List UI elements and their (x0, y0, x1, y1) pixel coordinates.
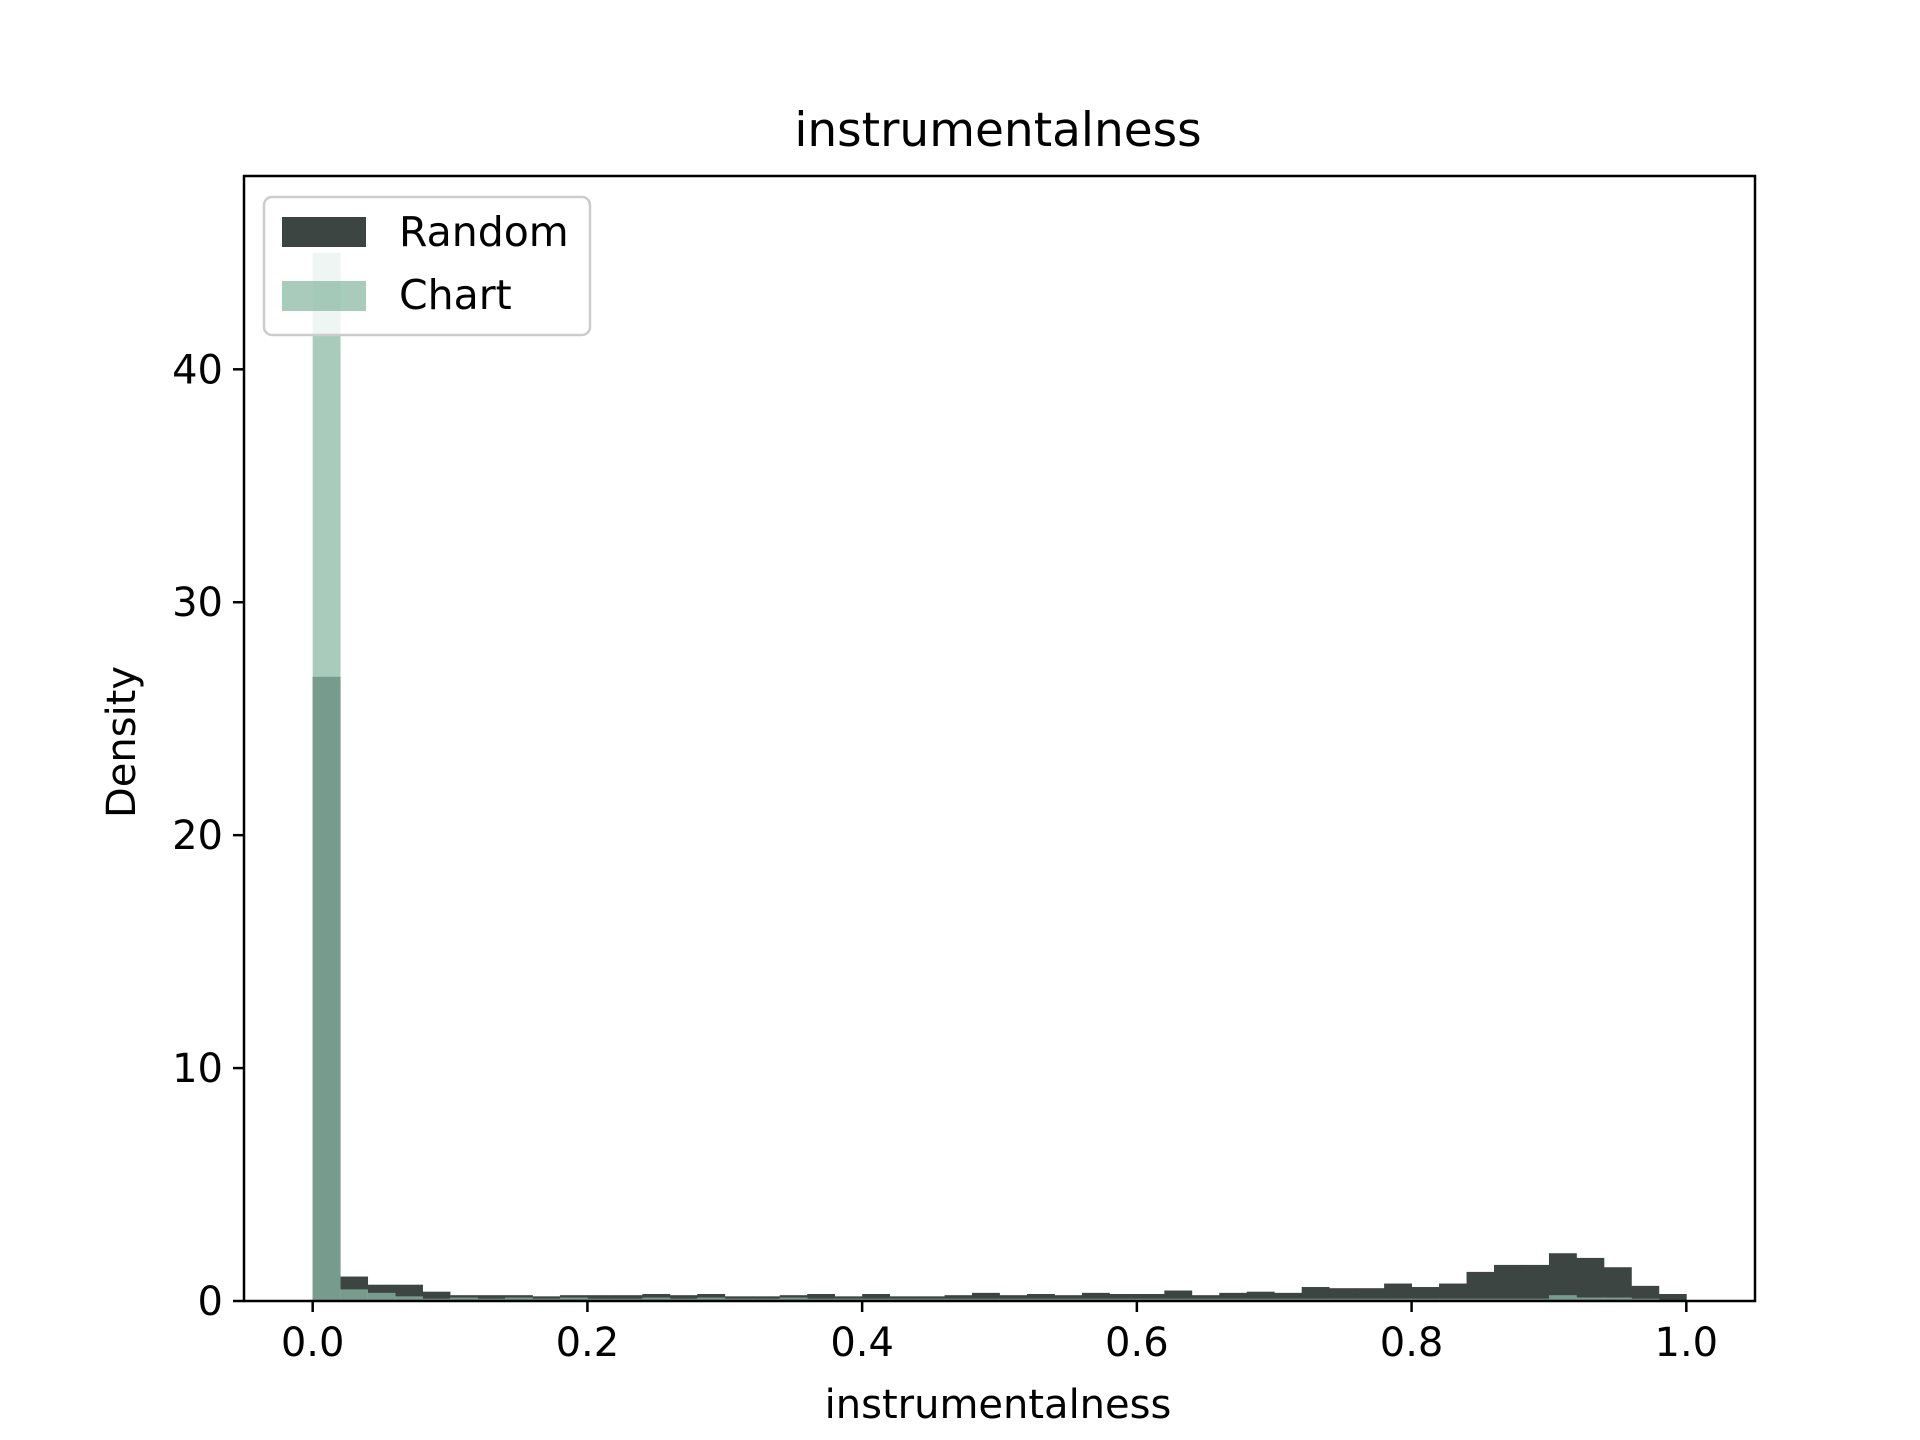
bar-random-48 (1631, 1285, 1660, 1301)
bar-chart-1 (340, 1289, 369, 1301)
bar-random-29 (1109, 1294, 1138, 1301)
series-chart-bars (312, 252, 1687, 1302)
legend-label-random: Random (399, 208, 569, 256)
bar-random-26 (1026, 1294, 1055, 1301)
bar-chart-17 (779, 1297, 808, 1301)
bar-chart-46 (1576, 1297, 1605, 1301)
bar-random-25 (999, 1295, 1028, 1301)
bar-random-47 (1603, 1267, 1632, 1301)
series-random-bars (312, 676, 1687, 1301)
legend-swatch-chart (282, 281, 366, 311)
chart-title: instrumentalness (794, 103, 1201, 158)
bar-random-11 (614, 1295, 643, 1301)
bar-random-8 (532, 1296, 561, 1301)
y-tick-label: 20 (172, 813, 223, 859)
bar-random-36 (1301, 1287, 1330, 1301)
bar-random-16 (752, 1296, 781, 1301)
x-axis-ticks: 0.0 0.2 0.4 0.6 0.8 1.0 (281, 1301, 1718, 1366)
bar-random-30 (1136, 1294, 1165, 1301)
x-tick-label: 0.4 (830, 1320, 894, 1366)
bar-random-19 (834, 1296, 863, 1301)
bar-random-46 (1576, 1257, 1605, 1301)
bar-chart-2 (367, 1292, 396, 1301)
y-tick-label: 30 (172, 580, 223, 626)
bar-random-10 (587, 1295, 616, 1301)
bar-chart-7 (504, 1297, 533, 1301)
bar-chart-14 (697, 1297, 726, 1301)
axes-frame (242, 174, 1757, 1303)
bar-random-38 (1356, 1288, 1385, 1301)
y-axis-label: Density (99, 666, 145, 818)
x-tick-label: 0.0 (281, 1320, 345, 1366)
bar-random-15 (724, 1296, 753, 1301)
bar-random-34 (1246, 1291, 1275, 1301)
y-tick-label: 40 (172, 347, 223, 393)
bar-random-43 (1494, 1264, 1522, 1301)
bar-random-18 (807, 1294, 836, 1301)
bar-random-14 (697, 1294, 726, 1301)
bar-chart-0 (312, 252, 341, 1302)
x-tick-label: 0.6 (1105, 1320, 1169, 1366)
bar-random-32 (1191, 1295, 1220, 1301)
bar-random-28 (1081, 1292, 1110, 1301)
bar-random-35 (1274, 1292, 1303, 1301)
bar-random-4 (422, 1291, 451, 1301)
bar-random-21 (889, 1296, 918, 1301)
bar-random-33 (1219, 1292, 1248, 1301)
y-tick-label: 0 (198, 1279, 223, 1325)
legend: Random Chart (262, 195, 592, 337)
bar-random-39 (1384, 1283, 1412, 1301)
bar-chart-12 (642, 1297, 671, 1301)
y-axis-ticks: 0 10 20 30 40 (172, 347, 244, 1325)
bar-chart-5 (450, 1297, 478, 1301)
bar-random-27 (1054, 1295, 1083, 1301)
legend-label-chart: Chart (399, 271, 512, 319)
x-tick-label: 0.8 (1380, 1320, 1444, 1366)
plot-area (242, 174, 1757, 1303)
bar-random-40 (1411, 1287, 1440, 1301)
bar-random-23 (944, 1295, 973, 1301)
bar-random-42 (1466, 1271, 1495, 1301)
bar-chart-9 (559, 1297, 588, 1301)
bar-random-24 (972, 1292, 1000, 1301)
bar-random-41 (1439, 1283, 1467, 1301)
bar-random-12 (642, 1294, 671, 1301)
bar-random-6 (477, 1295, 506, 1301)
x-tick-label: 0.2 (556, 1320, 620, 1366)
x-tick-label: 1.0 (1655, 1320, 1719, 1366)
bar-random-49 (1658, 1294, 1687, 1301)
bar-random-45 (1548, 1253, 1577, 1301)
y-tick-label: 10 (172, 1046, 223, 1092)
bar-random-20 (862, 1294, 891, 1301)
x-axis-label: instrumentalness (825, 1382, 1172, 1428)
bar-chart-47 (1603, 1297, 1632, 1301)
legend-swatch-random (282, 217, 366, 247)
bar-random-44 (1521, 1264, 1550, 1301)
bar-chart-3 (395, 1296, 423, 1301)
bar-random-13 (669, 1295, 698, 1301)
bar-random-22 (917, 1296, 945, 1301)
bar-random-37 (1329, 1288, 1358, 1301)
bar-random-31 (1164, 1290, 1193, 1301)
bar-chart-45 (1548, 1295, 1577, 1301)
